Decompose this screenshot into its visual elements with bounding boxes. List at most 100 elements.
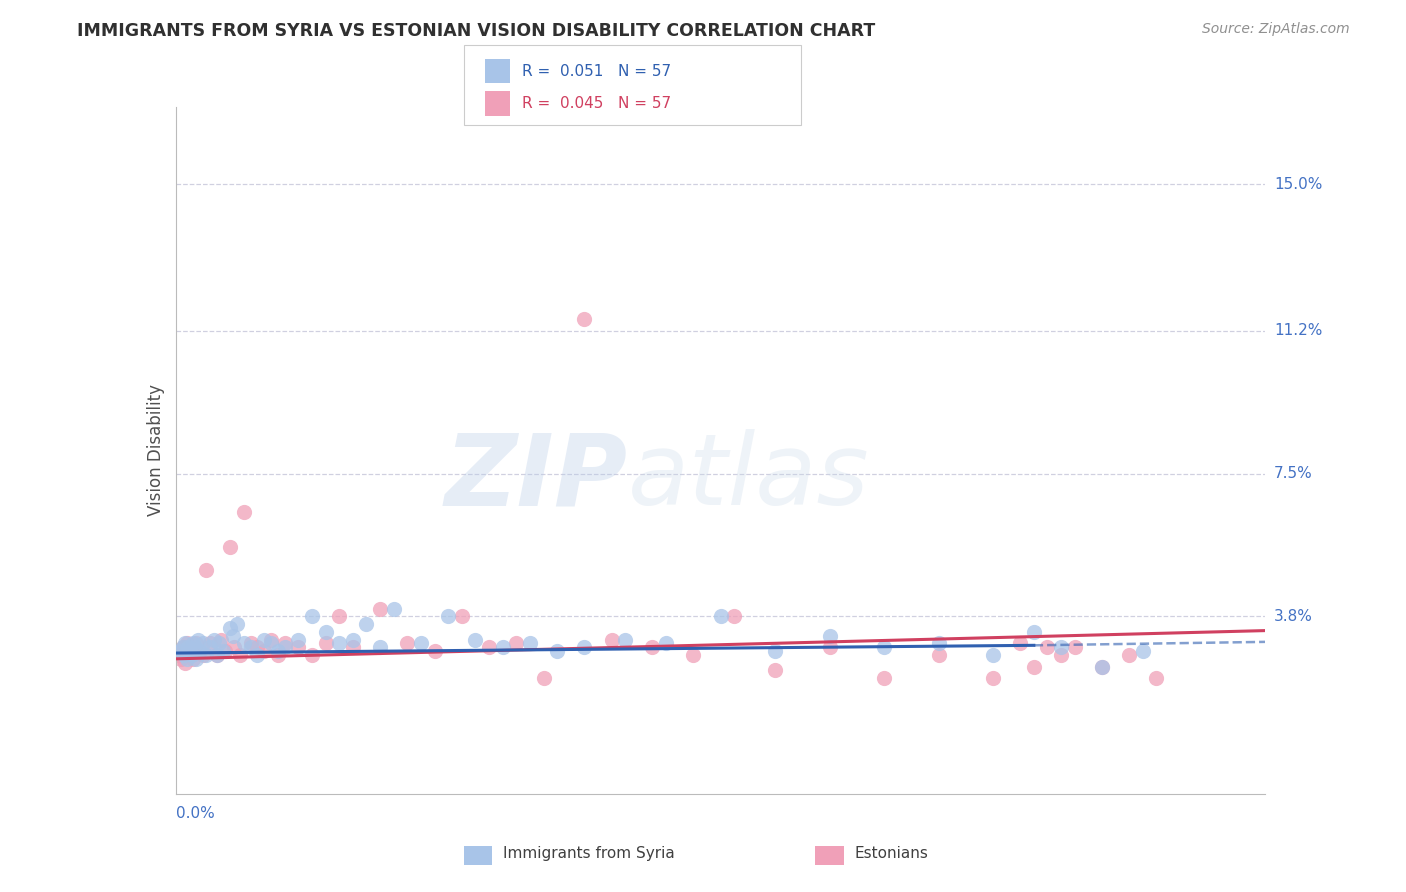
Point — [437, 609, 460, 624]
Point — [1132, 644, 1154, 658]
Text: 15.0%: 15.0% — [1274, 177, 1323, 192]
Point — [198, 640, 221, 655]
Text: Source: ZipAtlas.com: Source: ZipAtlas.com — [1202, 22, 1350, 37]
Point — [600, 632, 623, 647]
Point — [928, 636, 950, 650]
Point — [239, 640, 262, 655]
Point — [382, 601, 405, 615]
Point — [682, 648, 704, 662]
Point — [1144, 671, 1167, 685]
Point — [219, 621, 242, 635]
Point — [409, 636, 432, 650]
Point — [180, 640, 202, 655]
Point — [1022, 659, 1045, 673]
Point — [533, 671, 555, 685]
Point — [267, 648, 290, 662]
Point — [1063, 640, 1085, 655]
Point — [253, 644, 276, 658]
Point — [315, 636, 337, 650]
Point — [177, 640, 200, 655]
Point — [396, 636, 419, 650]
Point — [169, 644, 191, 658]
Point — [181, 648, 204, 662]
Point — [176, 652, 198, 666]
Point — [260, 632, 283, 647]
Point — [614, 632, 637, 647]
Point — [226, 617, 249, 632]
Text: Immigrants from Syria: Immigrants from Syria — [503, 847, 675, 861]
Point — [267, 644, 290, 658]
Point — [928, 648, 950, 662]
Text: R =  0.051   N = 57: R = 0.051 N = 57 — [522, 63, 671, 78]
Point — [492, 640, 515, 655]
Point — [170, 652, 193, 666]
Point — [246, 640, 269, 655]
Y-axis label: Vision Disability: Vision Disability — [146, 384, 165, 516]
Point — [172, 640, 194, 655]
Point — [173, 644, 195, 658]
Point — [873, 671, 896, 685]
Point — [184, 640, 207, 655]
Point — [342, 632, 364, 647]
Text: R =  0.045   N = 57: R = 0.045 N = 57 — [522, 96, 671, 112]
Point — [655, 636, 678, 650]
Point — [232, 505, 254, 519]
Point — [423, 644, 446, 658]
Point — [229, 648, 252, 662]
Point — [176, 636, 198, 650]
Point — [187, 644, 209, 658]
Point — [546, 644, 568, 658]
Point — [1010, 636, 1032, 650]
Point — [356, 617, 378, 632]
Point — [188, 644, 211, 658]
Text: 11.2%: 11.2% — [1274, 323, 1323, 338]
Point — [505, 636, 527, 650]
Point — [478, 640, 501, 655]
Point — [1091, 659, 1114, 673]
Point — [253, 632, 276, 647]
Point — [723, 609, 745, 624]
Point — [202, 632, 225, 647]
Point — [246, 648, 269, 662]
Point — [172, 640, 194, 655]
Point — [167, 648, 190, 662]
Text: 7.5%: 7.5% — [1274, 467, 1313, 481]
Point — [315, 624, 337, 639]
Point — [179, 644, 201, 658]
Text: 3.8%: 3.8% — [1274, 609, 1313, 624]
Point — [981, 648, 1004, 662]
Point — [710, 609, 733, 624]
Point — [191, 648, 214, 662]
Point — [205, 648, 228, 662]
Text: Estonians: Estonians — [855, 847, 929, 861]
Point — [179, 648, 201, 662]
Point — [186, 652, 208, 666]
Text: IMMIGRANTS FROM SYRIA VS ESTONIAN VISION DISABILITY CORRELATION CHART: IMMIGRANTS FROM SYRIA VS ESTONIAN VISION… — [77, 22, 876, 40]
Point — [641, 640, 664, 655]
Point — [1036, 640, 1059, 655]
Point — [219, 540, 242, 554]
Point — [818, 629, 841, 643]
Point — [198, 636, 221, 650]
Point — [232, 636, 254, 650]
Point — [328, 636, 350, 650]
Point — [763, 644, 786, 658]
Point — [763, 664, 786, 678]
Point — [368, 601, 391, 615]
Point — [214, 644, 236, 658]
Point — [1050, 640, 1073, 655]
Point — [209, 632, 232, 647]
Point — [464, 632, 486, 647]
Point — [519, 636, 541, 650]
Point — [194, 648, 217, 662]
Point — [186, 632, 209, 647]
Point — [174, 636, 197, 650]
Point — [174, 656, 197, 670]
Text: ZIP: ZIP — [444, 429, 628, 526]
Point — [574, 312, 596, 326]
Point — [1118, 648, 1140, 662]
Point — [191, 636, 214, 650]
Point — [260, 636, 283, 650]
Point — [224, 640, 246, 655]
Point — [183, 636, 205, 650]
